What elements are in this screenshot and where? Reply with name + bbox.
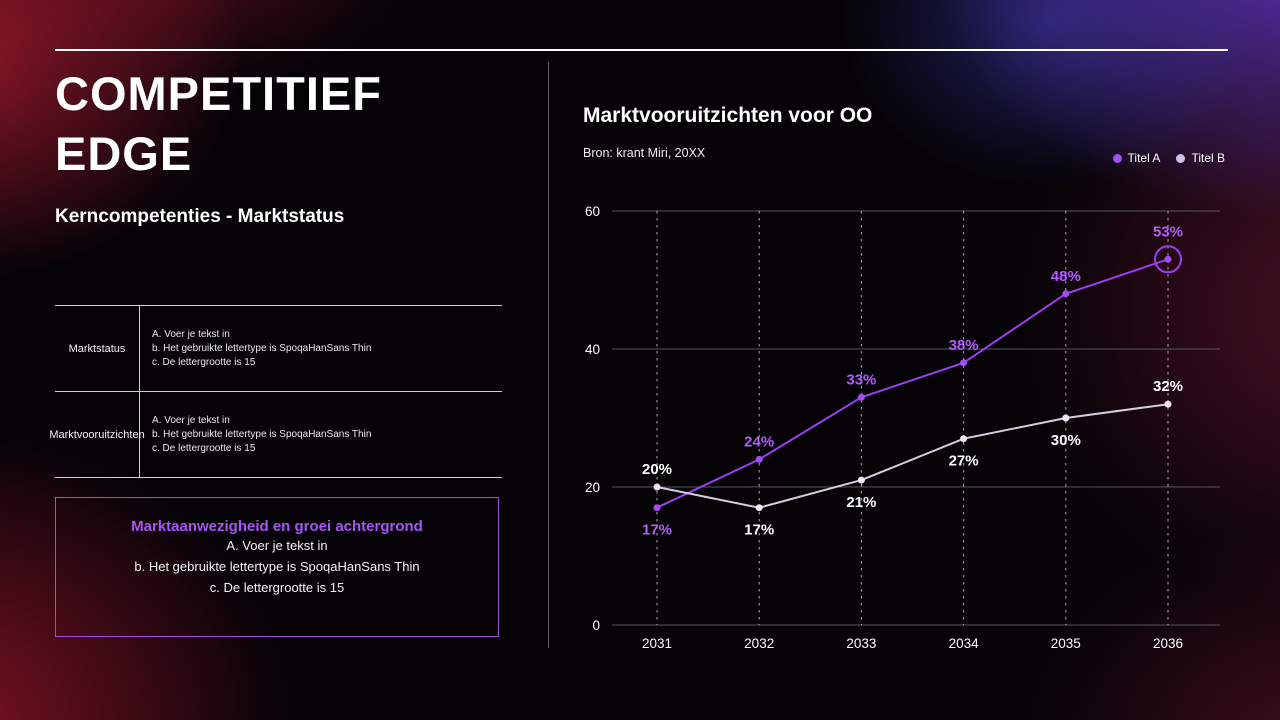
svg-text:17%: 17% [642, 522, 672, 539]
svg-text:20: 20 [585, 480, 600, 495]
svg-text:24%: 24% [744, 433, 774, 450]
svg-text:32%: 32% [1153, 378, 1183, 395]
table-row-content-line: b. Het gebruikte lettertype is SpoqaHanS… [152, 428, 372, 440]
svg-text:21%: 21% [846, 494, 876, 511]
svg-text:2032: 2032 [744, 636, 774, 651]
svg-text:60: 60 [585, 204, 600, 219]
table-row-content-line: b. Het gebruikte lettertype is SpoqaHanS… [152, 342, 372, 354]
chart-legend: Titel A Titel B [1112, 151, 1225, 165]
table-row-content: A. Voer je tekst in b. Het gebruikte let… [140, 392, 502, 477]
svg-text:27%: 27% [949, 453, 979, 470]
svg-text:30%: 30% [1051, 432, 1081, 449]
highlight-box-line: b. Het gebruikte lettertype is SpoqaHanS… [134, 559, 420, 574]
legend-dot-icon [1176, 153, 1186, 163]
svg-text:38%: 38% [949, 337, 979, 354]
line-chart: 0 20 40 60 2031 2032 2033 2034 2035 2036 17% 24% 33%… [585, 204, 1220, 651]
page-title: COMPETITIEF EDGE [55, 64, 382, 184]
vertical-divider-line [548, 62, 549, 648]
page-title-line1: COMPETITIEF [55, 67, 382, 120]
legend-dot-icon [1112, 153, 1122, 163]
highlight-box-line: A. Voer je tekst in [226, 538, 328, 553]
table-row-label: Marktstatus [55, 306, 140, 391]
svg-text:53%: 53% [1153, 223, 1183, 240]
highlight-box: Marktaanwezigheid en groei achtergrond A… [55, 497, 499, 637]
chart-title: Marktvooruitzichten voor OO [583, 104, 873, 127]
info-table: Marktstatus A. Voer je tekst in b. Het g… [49, 305, 502, 478]
legend-label: Titel A [1127, 151, 1161, 165]
table-row-content-line: c. De lettergrootte is 15 [152, 442, 256, 454]
svg-text:40: 40 [585, 342, 600, 357]
svg-text:2036: 2036 [1153, 636, 1183, 651]
table-row-content-line: A. Voer je tekst in [152, 414, 230, 426]
chart-source: Bron: krant Miri, 20XX [583, 146, 706, 160]
top-divider-line [55, 49, 1228, 51]
table-row-content-line: c. De lettergrootte is 15 [152, 356, 256, 368]
page-title-line2: EDGE [55, 127, 193, 180]
svg-text:2031: 2031 [642, 636, 672, 651]
legend-label: Titel B [1191, 151, 1225, 165]
table-row-content-line: A. Voer je tekst in [152, 328, 230, 340]
table-row: Marktvooruitzichten A. Voer je tekst in … [49, 392, 502, 478]
svg-text:2034: 2034 [949, 636, 980, 651]
svg-text:2033: 2033 [846, 636, 876, 651]
legend-item-titel-a: Titel A [1112, 151, 1161, 165]
table-row-content: A. Voer je tekst in b. Het gebruikte let… [140, 306, 502, 391]
svg-text:20%: 20% [642, 461, 672, 478]
table-row-label: Marktvooruitzichten [49, 392, 145, 477]
svg-text:0: 0 [592, 618, 600, 633]
page-subtitle: Kerncompetenties - Marktstatus [55, 206, 345, 227]
highlight-box-title: Marktaanwezigheid en groei achtergrond [131, 518, 423, 535]
svg-text:33%: 33% [846, 371, 876, 388]
svg-text:48%: 48% [1051, 268, 1081, 285]
highlight-box-line: c. De lettergrootte is 15 [209, 580, 345, 595]
table-row: Marktstatus A. Voer je tekst in b. Het g… [55, 306, 502, 392]
svg-text:17%: 17% [744, 522, 774, 539]
legend-item-titel-b: Titel B [1176, 151, 1225, 165]
svg-text:2035: 2035 [1051, 636, 1081, 651]
